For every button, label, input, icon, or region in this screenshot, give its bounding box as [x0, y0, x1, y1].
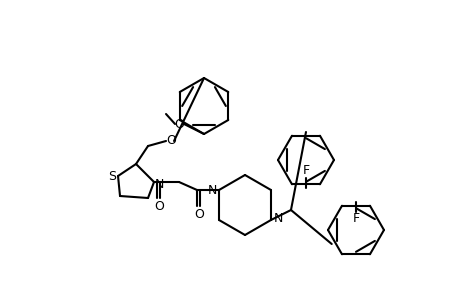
Text: N: N — [154, 178, 163, 190]
Text: F: F — [352, 212, 359, 226]
Text: O: O — [154, 199, 164, 212]
Text: O: O — [166, 134, 176, 148]
Text: O: O — [194, 207, 203, 221]
Text: N: N — [273, 212, 282, 224]
Text: F: F — [302, 164, 309, 178]
Text: S: S — [108, 170, 116, 182]
Text: N: N — [207, 184, 216, 196]
Text: O: O — [174, 117, 183, 131]
